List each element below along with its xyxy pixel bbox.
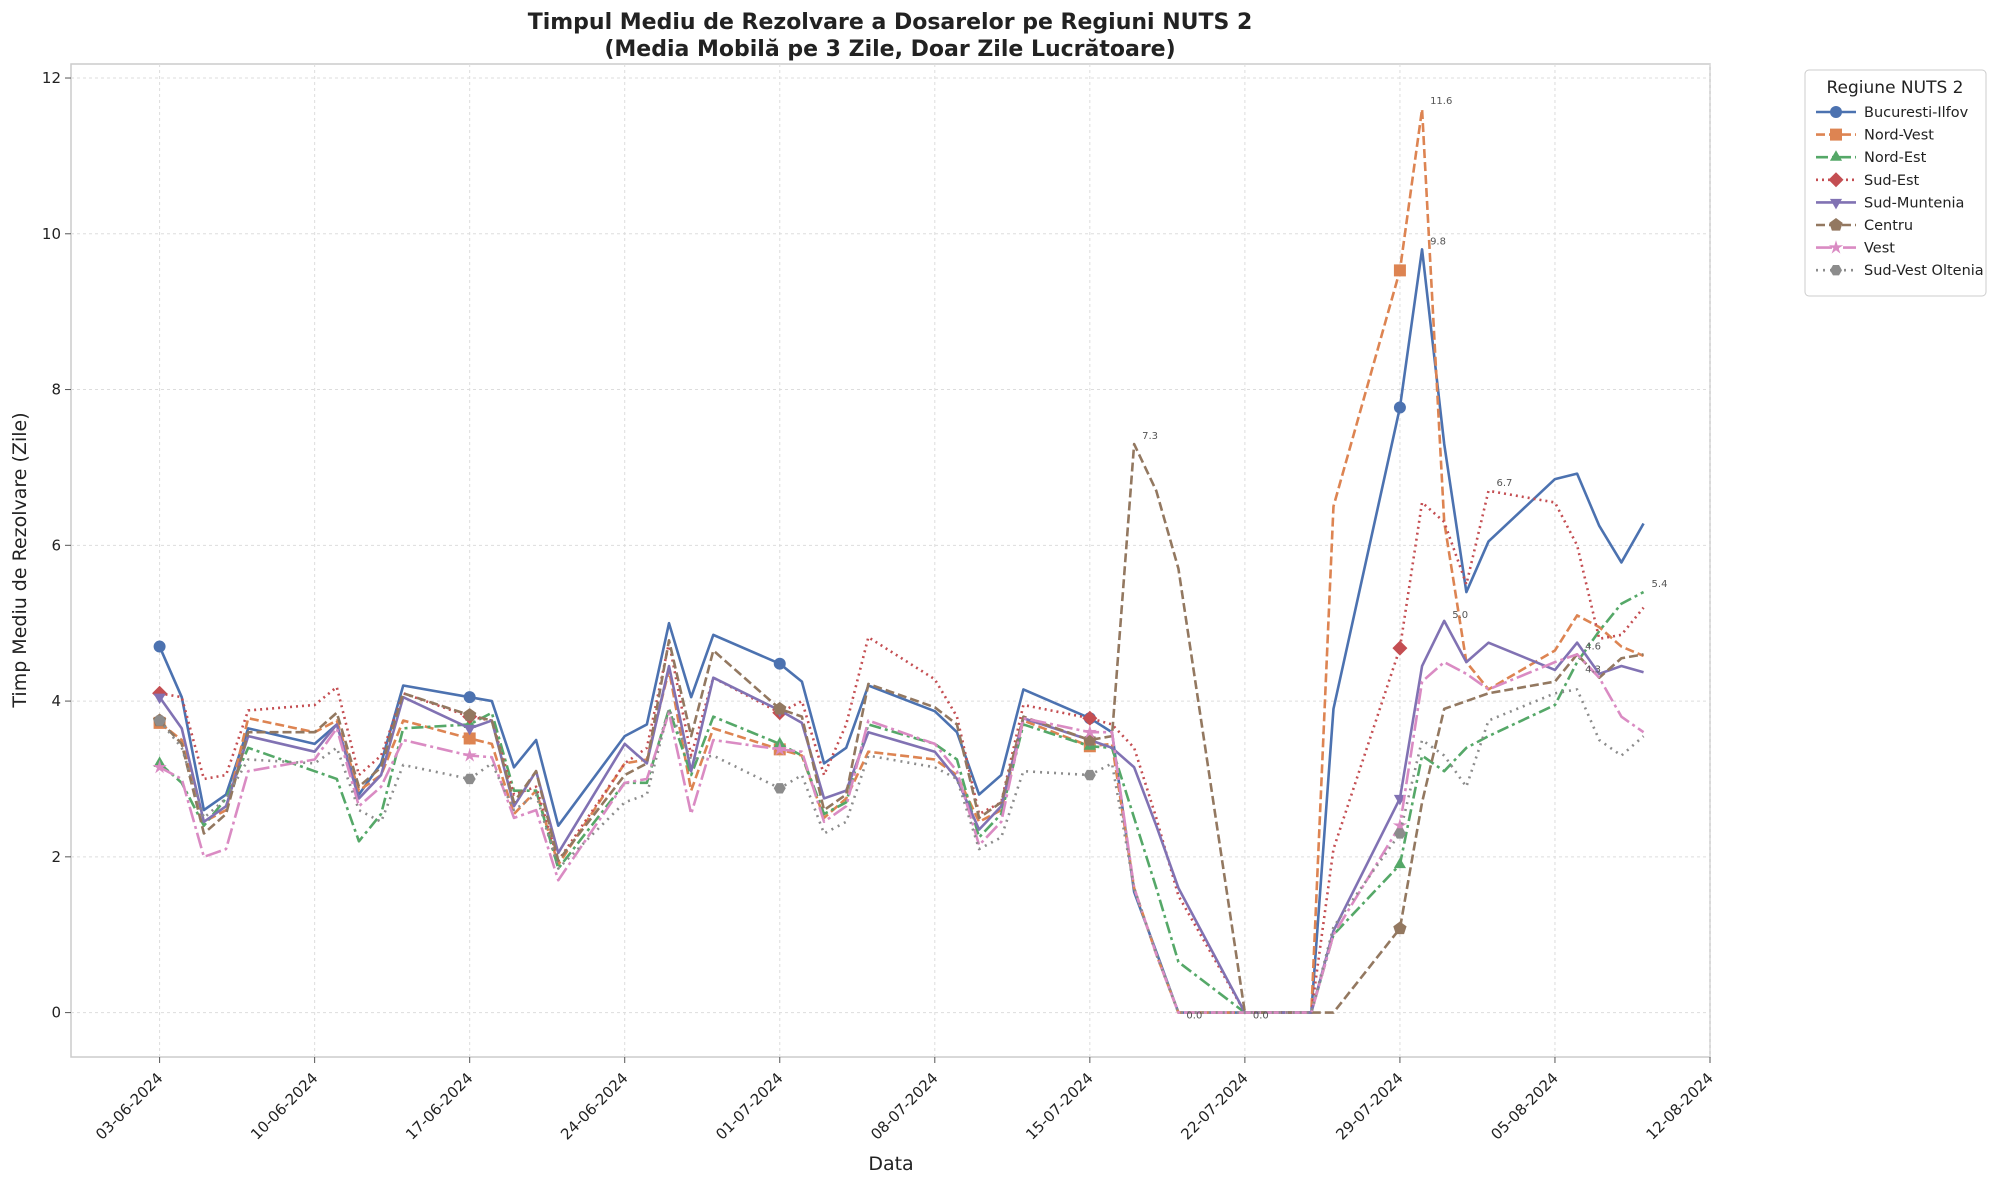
data-point-marker — [773, 701, 787, 715]
data-point-marker — [463, 708, 477, 721]
data-point-marker — [773, 657, 786, 670]
y-tick-label: 4 — [51, 692, 61, 710]
data-point-marker — [463, 691, 476, 704]
data-label: 7.3 — [1142, 431, 1158, 442]
data-point-marker — [152, 759, 167, 774]
series-line — [158, 248, 1645, 1014]
data-point-marker — [773, 783, 786, 794]
data-point-marker — [1392, 640, 1408, 656]
x-tick-label: 01-07-2024 — [712, 1069, 786, 1143]
legend-item-label: Nord-Est — [1864, 150, 1927, 166]
data-point-marker — [772, 741, 787, 756]
data-label: 4.3 — [1585, 665, 1601, 676]
series-centru — [152, 442, 1644, 1014]
series-sud-vest-oltenia — [153, 688, 1645, 1014]
x-tick-label: 24-06-2024 — [557, 1069, 631, 1143]
y-tick-label: 6 — [51, 536, 61, 554]
x-tick-label: 10-06-2024 — [247, 1069, 321, 1143]
x-tick-label: 22-07-2024 — [1177, 1069, 1251, 1143]
legend-item-label: Sud-Muntenia — [1864, 195, 1964, 211]
series-line — [158, 653, 1645, 1014]
x-tick-label: 15-07-2024 — [1022, 1069, 1096, 1143]
legend-title: Regiune NUTS 2 — [1827, 78, 1964, 98]
legend-marker — [1829, 218, 1843, 231]
data-point-marker — [153, 693, 166, 705]
chart-title: Timpul Mediu de Rezolvare a Dosarelor pe… — [528, 10, 1253, 35]
x-tick-label: 17-06-2024 — [402, 1069, 476, 1143]
legend-item-label: Nord-Vest — [1864, 128, 1934, 144]
series-line — [158, 619, 1644, 1014]
data-point-marker — [463, 732, 476, 745]
plot-area — [70, 63, 1711, 1058]
x-tick-label: 03-06-2024 — [92, 1069, 166, 1143]
data-point-marker — [153, 640, 166, 653]
y-tick-label: 0 — [51, 1004, 61, 1022]
data-point-marker — [153, 715, 166, 726]
legend-marker — [1830, 106, 1842, 118]
y-tick-label: 2 — [51, 848, 61, 866]
data-point-marker — [463, 773, 476, 785]
data-point-marker — [1393, 857, 1406, 869]
data-point-marker — [1393, 828, 1406, 839]
x-tick-label: 12-08-2024 — [1642, 1069, 1716, 1143]
x-axis-ticks: 03-06-2024 10-06-2024 17-06-2024 24-06-2024… — [92, 1057, 1717, 1143]
series-vest — [152, 653, 1645, 1014]
y-axis-label: Timp Mediu de Rezolvare (Zile) — [9, 412, 31, 708]
x-tick-label: 08-07-2024 — [867, 1069, 941, 1143]
data-label: 5.0 — [1452, 610, 1468, 621]
data-point-marker — [1082, 710, 1098, 726]
y-tick-label: 8 — [51, 381, 61, 399]
data-label: 9.8 — [1430, 236, 1446, 247]
data-point-marker — [463, 724, 476, 736]
legend-marker — [1830, 265, 1842, 276]
series-line — [158, 590, 1645, 1014]
data-point-marker — [462, 748, 477, 762]
annotations: 7.3 0.0 0.0 11.6 9.8 5.0 6.7 4.6 4.3 5.4 — [1142, 96, 1667, 1021]
data-point-marker — [1393, 401, 1406, 414]
series-line — [158, 688, 1645, 1014]
series-lines — [152, 107, 1645, 1014]
y-axis-ticks: 0 2 4 6 8 10 12 — [42, 69, 71, 1022]
legend-item-label: Vest — [1864, 241, 1895, 257]
legend-marker — [1829, 150, 1843, 161]
chart-subtitle: (Media Mobilă pe 3 Zile, Doar Zile Lucră… — [604, 37, 1175, 62]
data-point-marker — [1392, 818, 1408, 832]
data-point-marker — [1082, 724, 1097, 739]
x-axis-label: Data — [868, 1153, 913, 1175]
data-label: 4.6 — [1585, 641, 1601, 652]
legend-marker — [1829, 198, 1843, 210]
x-tick-label: 29-07-2024 — [1332, 1069, 1406, 1143]
data-label: 5.4 — [1652, 579, 1668, 590]
legend-marker — [1828, 172, 1844, 188]
legend-item-label: Bucuresti-Ilfov — [1864, 105, 1969, 121]
data-point-marker — [1393, 921, 1407, 935]
data-label: 6.7 — [1497, 478, 1513, 489]
data-point-marker — [1393, 264, 1406, 277]
legend-item-label: Centru — [1864, 218, 1913, 234]
y-tick-label: 10 — [42, 225, 61, 243]
data-label: 0.0 — [1186, 1011, 1202, 1022]
series-line — [158, 442, 1644, 1014]
data-label: 11.6 — [1430, 96, 1452, 107]
legend-item-label: Sud-Vest Oltenia — [1864, 263, 1984, 279]
legend-marker — [1830, 128, 1842, 141]
legend-item-label: Sud-Est — [1864, 173, 1920, 189]
data-point-marker — [1083, 769, 1096, 781]
legend-box — [1804, 69, 1987, 297]
legend-marker — [1828, 240, 1844, 254]
y-tick-label: 12 — [42, 69, 61, 87]
data-label: 0.0 — [1253, 1011, 1269, 1022]
x-tick-label: 05-08-2024 — [1487, 1069, 1561, 1143]
legend: Regiune NUTS 2 Bucuresti-Ilfov Nord-Vest N… — [1804, 69, 1987, 297]
series-line — [159, 489, 1645, 1014]
